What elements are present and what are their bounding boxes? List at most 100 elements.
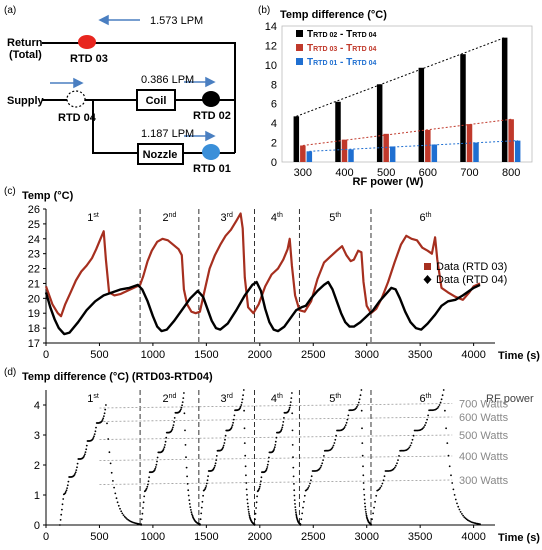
x-tick-label: 400 xyxy=(335,167,353,179)
x-tick-label: 1000 xyxy=(141,349,165,361)
data-point xyxy=(189,506,192,508)
data-point xyxy=(363,488,365,491)
data-point xyxy=(260,480,262,483)
data-point xyxy=(200,506,203,509)
data-point xyxy=(93,435,95,438)
data-point xyxy=(446,442,449,444)
series-line xyxy=(44,212,481,318)
data-point xyxy=(291,412,294,415)
data-point xyxy=(293,483,295,485)
data-point xyxy=(361,454,364,457)
data-point xyxy=(365,511,367,513)
data-point xyxy=(154,466,157,468)
data-point xyxy=(199,524,201,526)
data-point xyxy=(140,524,143,526)
data-point xyxy=(378,488,381,490)
chart-c-title: Temp (°C) xyxy=(22,190,74,202)
data-point xyxy=(222,444,225,447)
y-tick-label: 4 xyxy=(34,400,40,412)
bar xyxy=(514,140,521,162)
cycle-label: 6th xyxy=(420,393,432,405)
data-point xyxy=(335,434,337,437)
data-point xyxy=(301,512,304,515)
data-point xyxy=(59,524,61,526)
x-tick-label: 1500 xyxy=(194,349,218,361)
panel-letter-c: (c) xyxy=(4,186,16,197)
data-point xyxy=(303,500,305,503)
data-point xyxy=(273,446,276,449)
legend-swatch xyxy=(296,58,303,65)
data-point xyxy=(382,479,385,482)
flow-arrows xyxy=(50,14,216,142)
data-point xyxy=(103,412,106,415)
x-tick-label: 1000 xyxy=(141,531,165,543)
data-point xyxy=(293,489,296,492)
x-tick-label: 500 xyxy=(90,531,108,543)
bar xyxy=(425,129,431,162)
data-point xyxy=(361,427,363,430)
cycle-label: 1st xyxy=(87,393,99,405)
data-point xyxy=(397,459,399,461)
data-point xyxy=(410,442,413,444)
data-point xyxy=(246,498,249,501)
data-point xyxy=(291,429,294,432)
data-point xyxy=(141,512,144,515)
data-point xyxy=(180,406,183,409)
x-tick-label: 2500 xyxy=(301,531,325,543)
data-point xyxy=(365,514,368,517)
x-tick-label: 500 xyxy=(90,349,108,361)
rtd03-sensor xyxy=(78,35,96,49)
data-point xyxy=(115,497,118,500)
data-point xyxy=(122,514,125,516)
data-point xyxy=(223,442,226,444)
data-point xyxy=(273,448,276,450)
data-point xyxy=(244,465,247,468)
data-point xyxy=(448,465,451,468)
data-point xyxy=(375,494,378,497)
data-point xyxy=(120,510,123,513)
data-point xyxy=(239,405,242,408)
data-point xyxy=(294,506,297,508)
data-point xyxy=(108,451,111,454)
x-tick-label: 0 xyxy=(43,349,49,361)
legend-marker xyxy=(423,275,432,284)
data-point xyxy=(344,424,347,427)
data-point xyxy=(293,499,296,501)
data-point xyxy=(425,421,427,424)
data-point xyxy=(66,487,68,489)
data-point xyxy=(283,417,285,419)
data-point xyxy=(145,487,148,490)
data-point xyxy=(445,427,447,430)
data-point xyxy=(300,518,303,521)
data-point xyxy=(243,409,246,412)
data-point xyxy=(268,456,270,459)
data-point xyxy=(358,398,361,401)
chart-c-xlabel: Time (s) xyxy=(498,350,540,362)
data-point xyxy=(188,503,191,505)
data-point xyxy=(360,389,363,391)
y-tick-label: 2 xyxy=(34,460,40,472)
data-point xyxy=(241,398,244,401)
data-point xyxy=(199,518,202,521)
rf-power-label: 600 Watts xyxy=(459,412,509,424)
data-point xyxy=(240,404,243,406)
data-point xyxy=(362,474,365,477)
bar xyxy=(508,119,514,162)
data-point xyxy=(204,486,207,489)
data-point xyxy=(343,427,345,430)
data-point xyxy=(308,485,310,487)
legend-entry: TRTD 01 - TRTD 04 xyxy=(307,57,376,68)
data-point xyxy=(456,502,458,505)
data-point xyxy=(231,424,234,427)
trend-line xyxy=(296,37,505,117)
cycle-label: 6th xyxy=(420,212,432,224)
data-point xyxy=(364,508,367,511)
data-point xyxy=(255,501,258,504)
x-tick-label: 3500 xyxy=(408,349,432,361)
data-point xyxy=(282,421,285,423)
data-point xyxy=(171,428,174,431)
x-tick-label: 4000 xyxy=(461,531,485,543)
data-point xyxy=(332,444,335,447)
y-tick-label: 14 xyxy=(265,21,277,33)
data-point xyxy=(205,482,208,485)
